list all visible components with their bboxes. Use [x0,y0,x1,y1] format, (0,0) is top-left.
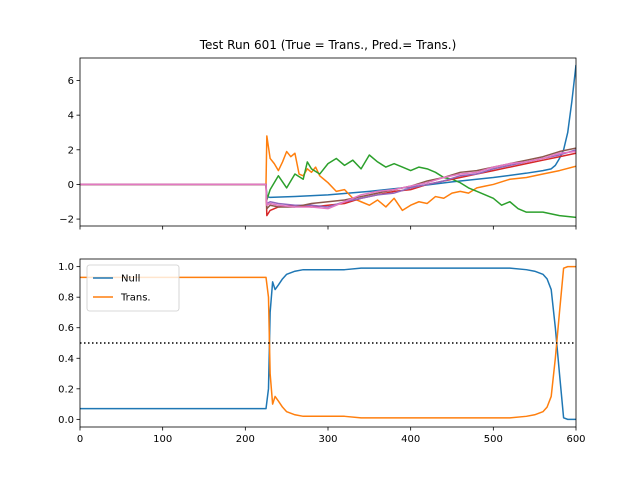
x-tick-label: 500 [484,434,503,445]
axes-frame [79,57,577,227]
series-line-6 [80,147,576,210]
y-tick-label: 4 [68,111,74,122]
legend-box [86,264,180,312]
bottom-panel: 0 100 200 300 400 500 600 0.0 0.2 0.4 0.6 0.8 1.0 Nul… [58,258,586,445]
x-tick-label: 300 [318,434,337,445]
y-tick-label: 2 [68,145,74,156]
top-panel: −2 0 2 4 6 [59,57,577,230]
y-tick-label: 0.4 [58,354,74,365]
y-tick-label: 6 [68,76,74,87]
y-tick-label: −2 [59,215,74,226]
y-tick-label: 1.0 [58,262,74,273]
legend-label: Trans. [120,293,151,304]
x-tick-label: 400 [401,434,420,445]
series-line-7 [80,150,576,210]
series-line-3 [80,154,576,219]
series-line-trans [80,265,576,419]
y-tick-label: 0.2 [58,384,74,395]
x-tick-label: 200 [236,434,255,445]
y-tick-label: 0.6 [58,323,74,334]
x-tick-label: 600 [566,434,585,445]
series-line-4 [80,152,576,217]
legend-label: Null [121,274,140,285]
x-tick-label: 0 [77,434,83,445]
y-tick-label: 0.0 [58,415,74,426]
series-line-2 [80,135,576,212]
series-line-null [80,267,576,421]
series-group [80,265,576,421]
series-line-5 [80,149,576,208]
series-line-1 [80,64,576,199]
legend: Null Trans. [86,264,180,312]
y-tick-label: 0.8 [58,293,74,304]
y-tick-label: 0 [68,180,74,191]
chart-title: Test Run 601 (True = Trans., Pred.= Tran… [199,38,457,52]
x-tick-label: 100 [153,434,172,445]
series-group [80,64,576,219]
